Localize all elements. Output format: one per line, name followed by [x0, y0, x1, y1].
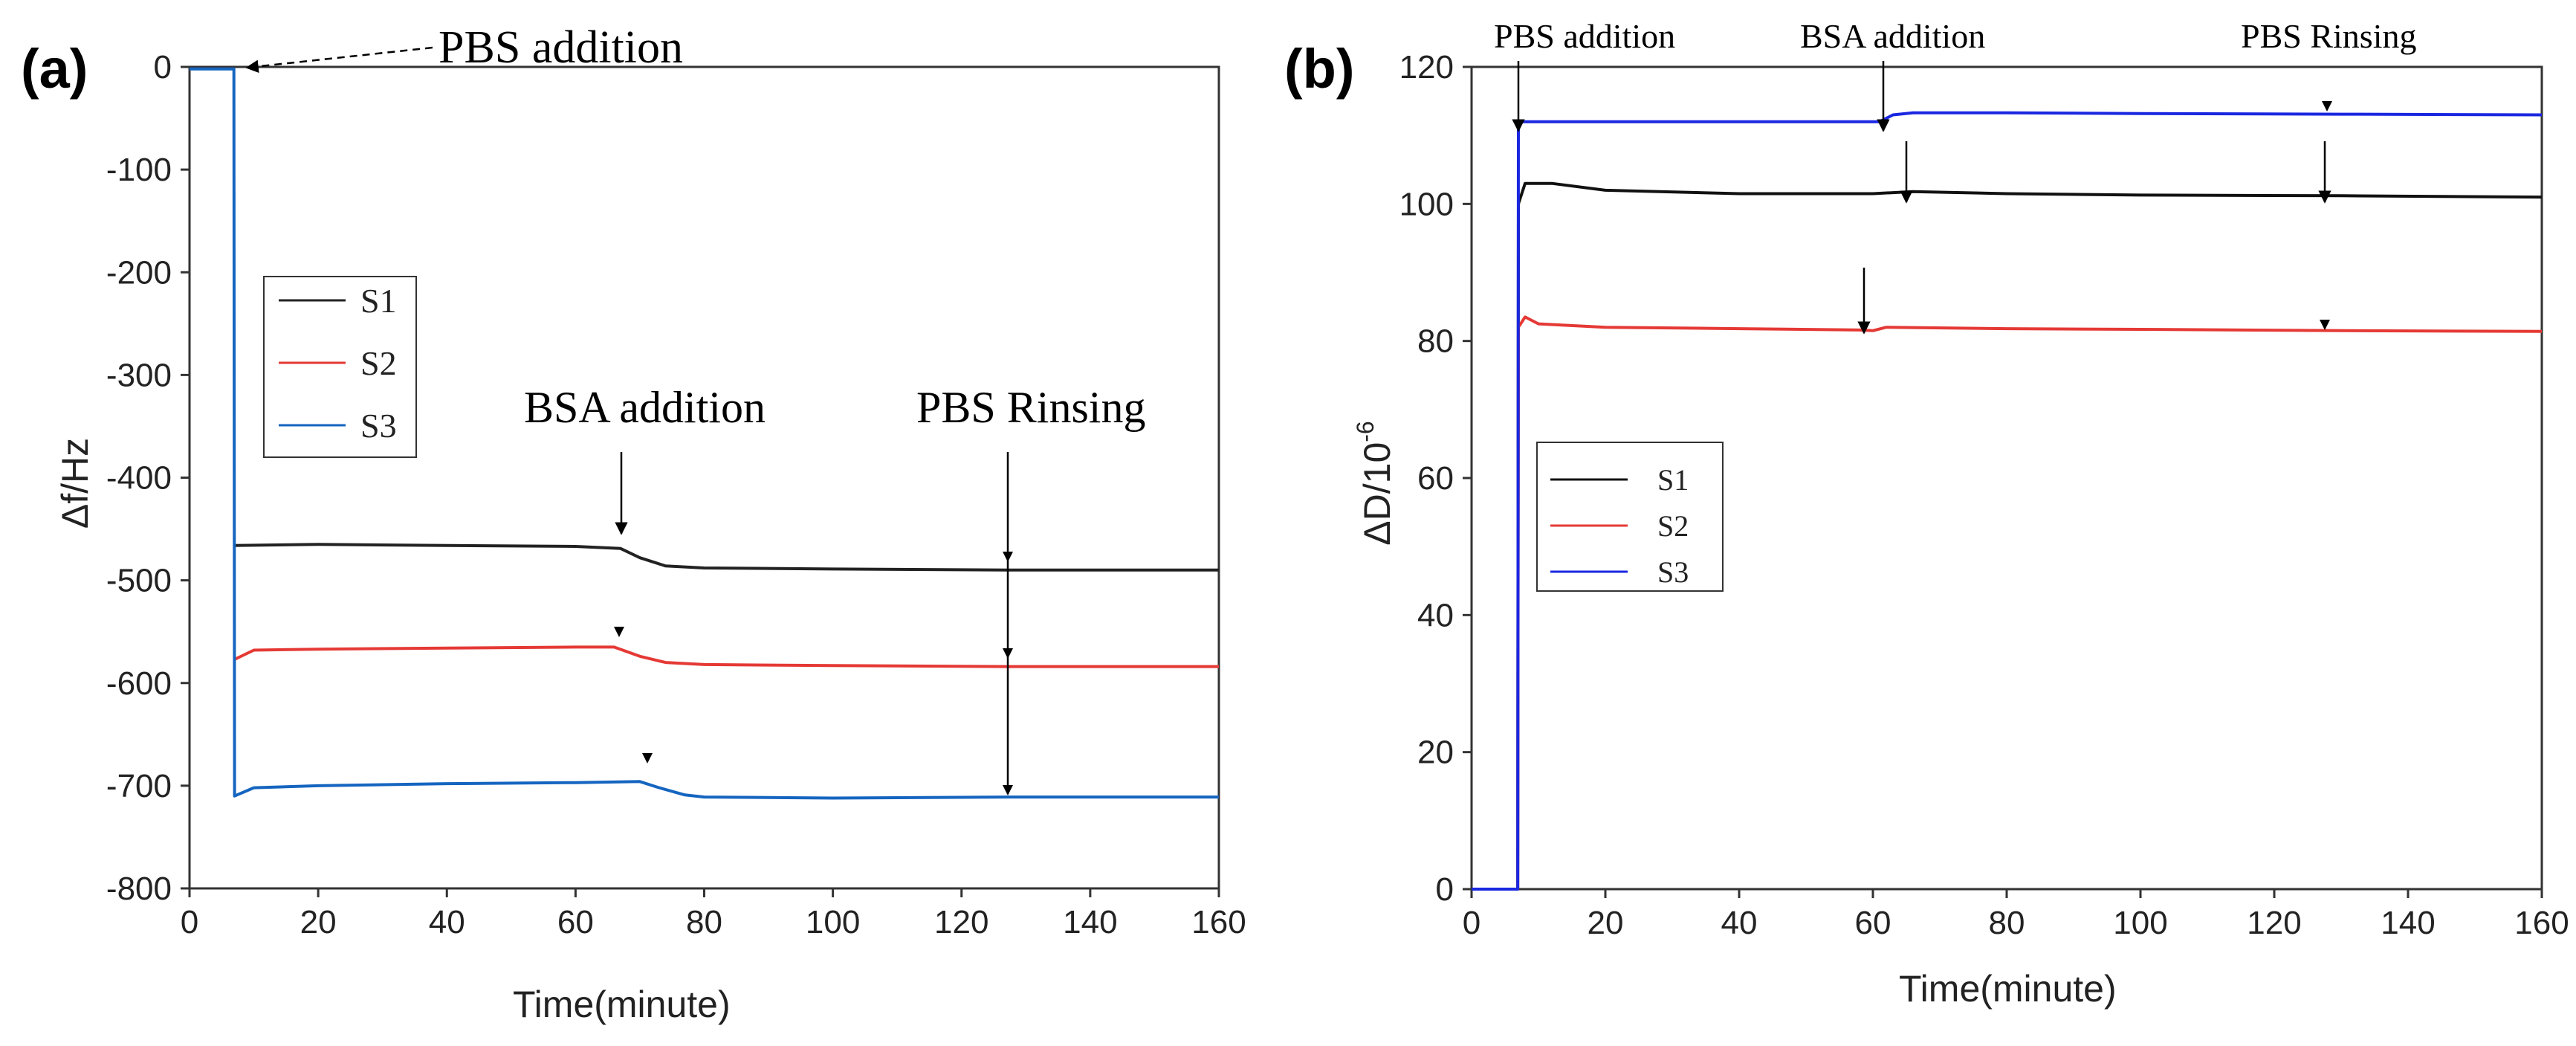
panel-b-legend-box	[1536, 442, 1724, 592]
panel-a-x-tick-label: 160	[1191, 904, 1246, 940]
panel-a-legend-box	[263, 276, 417, 458]
panel-a-series-s1-line	[234, 543, 1219, 572]
panel-b-x-axis-title: Time(minute)	[1899, 968, 2117, 1010]
panel-b-x-tick-label: 160	[2514, 905, 2569, 941]
panel-b-legend-s2: S2	[1657, 509, 1689, 543]
panel-a-arrow-pbs-addition	[245, 46, 433, 74]
panel-a-marker-rinsing-s2	[1003, 648, 1013, 659]
panel-b-y-tick-label: 60	[1417, 460, 1454, 497]
panel-b-annotation-bsa-addition: BSA addition	[1800, 17, 1985, 55]
panel-a-y-tick-label: -800	[106, 871, 172, 907]
panel-a-x-tick-label: 100	[806, 904, 860, 940]
panel-a-x-ticks: 0 20 40 60 80 100 120 140 160	[181, 888, 1246, 940]
panel-a-legend-s1: S1	[360, 282, 397, 320]
panel-a-legend-s2: S2	[360, 344, 397, 382]
panel-a-x-axis-title: Time(minute)	[513, 984, 731, 1025]
panel-a-y-tick-label: -700	[106, 768, 172, 804]
panel-b-label: (b)	[1284, 38, 1355, 100]
panel-b-y-tick-label: 40	[1417, 597, 1454, 633]
panel-a-series	[190, 67, 1219, 800]
panel-b-annotation-pbs-rinsing: PBS Rinsing	[2241, 17, 2417, 55]
panel-b-y-axis-exponent: -6	[1352, 421, 1379, 442]
panel-a-legend-s3: S3	[360, 407, 397, 445]
panel-a-y-tick-label: -300	[106, 357, 172, 393]
panel-b-y-axis-base: ΔD/10	[1356, 442, 1398, 546]
panel-a-marker-rinsing-s1	[1003, 552, 1013, 562]
panel-b-x-tick-label: 40	[1721, 905, 1758, 941]
panel-a-series-s3-line	[190, 67, 1219, 800]
panel-a-x-tick-label: 0	[181, 904, 198, 940]
panel-b-x-tick-label: 80	[1989, 905, 2025, 941]
panel-a-frame	[188, 65, 1220, 890]
panel-a-x-tick-label: 60	[557, 904, 594, 940]
panel-b-series-s2-line	[1472, 315, 2543, 891]
panel-b-legend-s3: S3	[1657, 555, 1689, 589]
panel-a-series-s2-line	[233, 645, 1219, 668]
panel-a-y-ticks: 0 -100 -200 -300 -400 -500 -600 -700 -800	[106, 49, 190, 907]
panel-b-x-tick-label: 100	[2113, 905, 2167, 941]
panel-a-annotation-pbs-addition: PBS addition	[438, 22, 683, 73]
panel-b-y-ticks: 0 20 40 60 80 100 120	[1399, 49, 1472, 908]
panel-a-x-tick-label: 120	[934, 904, 988, 940]
panel-b-legend-s1: S1	[1657, 463, 1689, 497]
panel-a-annotation-pbs-rinsing: PBS Rinsing	[916, 383, 1145, 432]
panel-a-y-tick-label: 0	[154, 49, 172, 85]
panel-a-marker-rinsing-s3	[1003, 785, 1013, 795]
panel-a-x-tick-label: 20	[300, 904, 337, 940]
panel-b-x-tick-label: 140	[2381, 905, 2435, 941]
panel-b-x-tick-label: 20	[1588, 905, 1624, 941]
panel-b-y-tick-label: 20	[1417, 735, 1454, 771]
panel-a-label: (a)	[21, 38, 88, 100]
panel-b-x-tick-label: 120	[2247, 905, 2301, 941]
panel-b-y-tick-label: 120	[1399, 49, 1454, 85]
panel-a-marker-bsa-s3	[642, 753, 653, 763]
panel-b-x-ticks: 0 20 40 60 80 100 120 140 160	[1463, 889, 2569, 941]
panel-a-legend: S1 S2 S3	[263, 276, 417, 458]
panel-a-chart: (a) 0 -100 -200 -300 -400 -500 -600 -700 -800 0 2…	[21, 22, 1246, 1025]
panel-a-y-tick-label: -400	[106, 460, 172, 497]
panel-b-y-tick-label: 0	[1436, 871, 1454, 908]
panel-b-legend: S1 S2 S3	[1536, 442, 1724, 592]
panel-a-y-tick-label: -500	[106, 563, 172, 599]
panel-b-x-tick-label: 60	[1855, 905, 1891, 941]
panel-b-y-tick-label: 100	[1399, 186, 1454, 222]
panel-a-marker-bsa-s2	[614, 627, 624, 637]
panel-a-x-tick-label: 140	[1063, 904, 1117, 940]
panel-b-y-tick-label: 80	[1417, 323, 1454, 360]
panel-b-chart: (b) 0 20 40 60 80 100 120 0 20 40 60 80 100 120 140 16…	[1284, 17, 2569, 1010]
panel-a-annotation-bsa-addition: BSA addition	[524, 383, 766, 432]
panel-a-y-tick-label: -600	[106, 665, 172, 702]
panel-b-y-axis-title: ΔD/10-6	[1352, 421, 1398, 545]
panel-b-x-tick-label: 0	[1463, 905, 1480, 941]
panel-b-marker-rinsing-s3	[2322, 101, 2332, 112]
panel-b-annotation-pbs-addition: PBS addition	[1494, 17, 1675, 55]
panel-a-y-axis-title: Δf/Hz	[54, 438, 96, 529]
panel-a-x-tick-label: 80	[686, 904, 722, 940]
panel-a-x-tick-label: 40	[429, 904, 465, 940]
panel-a-y-tick-label: -200	[106, 254, 172, 291]
panel-a-y-tick-label: -100	[106, 152, 172, 188]
panel-b-marker-rinsing-s2	[2320, 320, 2330, 330]
